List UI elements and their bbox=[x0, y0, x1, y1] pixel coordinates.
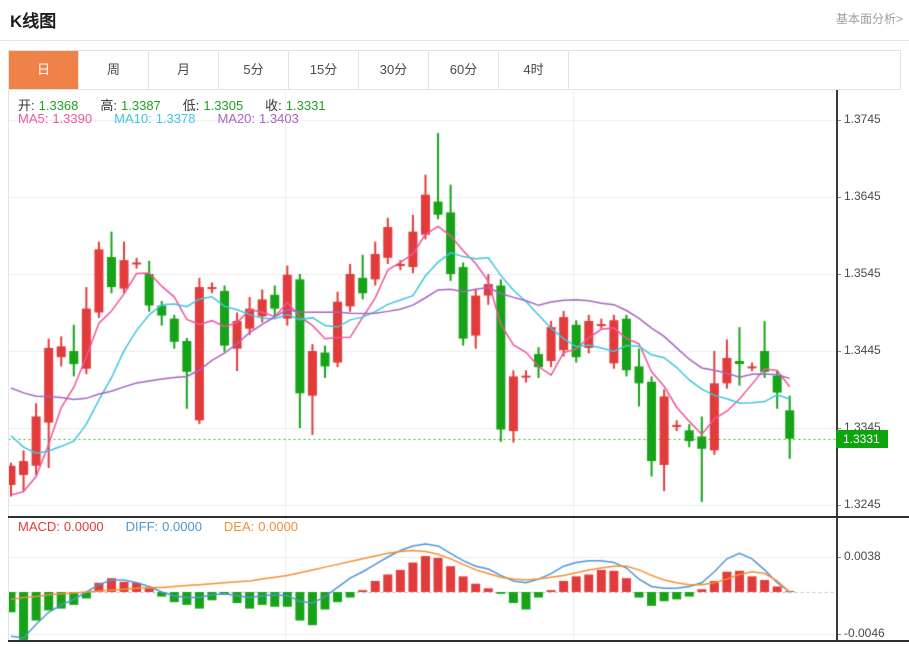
price-axis-label: 1.3745 bbox=[844, 112, 881, 126]
page-title: K线图 bbox=[10, 12, 57, 31]
price-axis-label: 1.3545 bbox=[844, 266, 881, 280]
price-axis-label: 1.3245 bbox=[844, 497, 881, 511]
legend-value: 0.0000 bbox=[258, 519, 299, 534]
legend-value: 0.0000 bbox=[162, 519, 202, 534]
macd-axis-tick bbox=[836, 634, 841, 636]
chart-bottom-border bbox=[8, 640, 909, 642]
legend-label: 开: bbox=[18, 98, 35, 113]
tab-period-4[interactable]: 15分 bbox=[289, 51, 359, 89]
ma-legend: MA5: 1.3390 MA10: 1.3378 MA20: 1.3403 bbox=[18, 111, 321, 126]
legend-value: 1.3305 bbox=[203, 98, 244, 113]
price-axis-tick bbox=[836, 197, 841, 198]
price-axis-tick bbox=[836, 428, 841, 429]
legend-value: 1.3390 bbox=[52, 111, 93, 126]
price-axis-tick bbox=[836, 505, 841, 506]
price-axis-tick bbox=[836, 351, 841, 352]
macd-axis-tick bbox=[836, 557, 841, 558]
legend-value: 1.3378 bbox=[155, 111, 196, 126]
legend-value: 1.3368 bbox=[38, 98, 79, 113]
panel-separator bbox=[8, 516, 909, 518]
ohlc-legend: 开: 1.3368 高: 1.3387 低: 1.3305 收: 1.3331 bbox=[18, 95, 348, 114]
legend-label: MA5: bbox=[18, 111, 49, 126]
right-axis-line bbox=[836, 90, 838, 641]
current-price-badge: 1.3331 bbox=[836, 430, 888, 448]
legend-value: 1.3387 bbox=[121, 98, 161, 113]
legend-value: 1.3403 bbox=[259, 111, 299, 126]
fundamental-analysis-link[interactable]: 基本面分析> bbox=[835, 12, 903, 26]
price-axis-label: 1.3445 bbox=[844, 343, 881, 357]
price-axis-label: 1.3645 bbox=[844, 189, 881, 203]
tab-period-0[interactable]: 日 bbox=[9, 51, 79, 89]
tab-period-5[interactable]: 30分 bbox=[359, 51, 429, 89]
title-divider bbox=[0, 40, 909, 41]
tab-period-7[interactable]: 4时 bbox=[499, 51, 569, 89]
legend-label: MA10: bbox=[114, 111, 152, 126]
macd-axis-label: 0.0038 bbox=[844, 549, 881, 563]
legend-label: 低: bbox=[182, 98, 200, 113]
macd-axis-label: -0.0046 bbox=[844, 626, 885, 641]
kline-chart-canvas[interactable] bbox=[8, 90, 836, 641]
legend-label: MACD: bbox=[18, 519, 60, 534]
legend-label: DEA: bbox=[223, 519, 255, 534]
tab-period-6[interactable]: 60分 bbox=[429, 51, 499, 89]
legend-label: 收: bbox=[265, 98, 282, 113]
chart-area: 开: 1.3368 高: 1.3387 低: 1.3305 收: 1.3331 MA5: 1.3… bbox=[8, 90, 909, 643]
legend-label: DIFF: bbox=[125, 519, 159, 534]
legend-label: 高: bbox=[100, 98, 118, 113]
period-tabbar: 日周月 5分 15分 30分 60分 4时 bbox=[8, 50, 901, 90]
chart-left-border bbox=[8, 90, 9, 641]
legend-value: 0.0000 bbox=[63, 519, 104, 534]
legend-label: MA20: bbox=[217, 111, 256, 126]
price-axis-tick bbox=[836, 274, 841, 275]
tab-period-1[interactable]: 周 bbox=[79, 51, 149, 89]
price-axis-tick bbox=[836, 120, 841, 121]
tab-period-3[interactable]: 5分 bbox=[219, 51, 289, 89]
legend-value: 1.3331 bbox=[285, 98, 326, 113]
tab-period-2[interactable]: 月 bbox=[149, 51, 219, 89]
macd-legend: MACD: 0.0000 DIFF: 0.0000 DEA: 0.0000 bbox=[18, 519, 320, 534]
